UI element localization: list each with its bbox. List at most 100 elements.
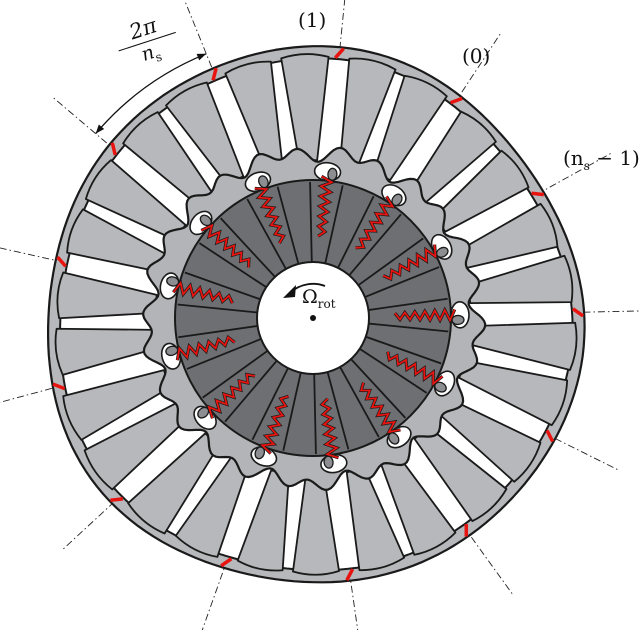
- slot-blade: [165, 345, 179, 357]
- spoke: [56, 271, 158, 320]
- joint-contact: [207, 373, 256, 419]
- bore-center-dot: [310, 315, 316, 321]
- casing-contact-mark: [110, 497, 124, 502]
- slot-blade: [258, 175, 269, 189]
- spoke: [379, 451, 457, 556]
- rotor-slot-line: [276, 186, 300, 265]
- spoke: [458, 359, 569, 427]
- rotor-slot-line: [348, 213, 402, 276]
- joint-contact: [386, 351, 444, 386]
- casing-contact-mark: [345, 568, 355, 581]
- fir-tree-joints: [172, 174, 457, 460]
- slot-blade: [391, 193, 403, 207]
- casing-contact-mark: [211, 67, 218, 81]
- spoke: [408, 110, 497, 206]
- spoke: [54, 327, 159, 376]
- slot-blade: [434, 381, 447, 393]
- spoke: [413, 425, 508, 523]
- joint-contact: [355, 196, 395, 249]
- rotor-slot-line: [282, 372, 302, 451]
- rotor-slot-line: [251, 367, 289, 441]
- sector-label-prefix: (n: [563, 146, 584, 170]
- slot-blade: [327, 167, 338, 181]
- rotor-slot-line: [313, 373, 317, 454]
- rotation-arrow-head: [283, 285, 296, 298]
- slot-blade: [197, 406, 210, 419]
- rotation-speed-label: Ωrot: [302, 286, 336, 311]
- spoke: [62, 369, 172, 441]
- rotation-sub: rot: [317, 296, 336, 311]
- slot-blade: [199, 214, 212, 227]
- casing-contact-mark: [220, 557, 233, 568]
- spoke: [437, 397, 542, 483]
- spoke: [224, 60, 284, 169]
- rotor-slot-line: [364, 266, 440, 298]
- rotor-slot-line: [350, 358, 407, 419]
- spoke: [455, 202, 559, 270]
- pitch-arrowhead-start: [95, 124, 105, 134]
- spoke: [372, 74, 448, 181]
- slot-blade: [254, 446, 266, 460]
- sector-pitch-dimension: [95, 53, 207, 135]
- rotor-slot-line: [365, 335, 442, 365]
- spoke: [236, 469, 290, 572]
- spoke: [83, 400, 191, 491]
- pitch-arrowhead-end: [196, 53, 207, 61]
- spoke: [339, 57, 397, 168]
- rotor-slot-line: [246, 198, 287, 270]
- spoke: [466, 254, 574, 305]
- rotor-slot-line: [339, 366, 380, 438]
- central-bore: [256, 261, 370, 375]
- spoke: [433, 149, 530, 233]
- joint-contact: [172, 280, 234, 304]
- spoke: [174, 453, 251, 558]
- rotor-slot-line: [368, 297, 448, 311]
- joint-contact: [394, 308, 456, 323]
- joint-contact: [382, 244, 437, 281]
- rotor-slot-line: [184, 271, 261, 301]
- rotor-slot-line: [337, 195, 375, 269]
- sector-label-1: (1): [298, 8, 327, 32]
- spoke: [467, 321, 578, 371]
- casing-contact-mark: [333, 47, 345, 59]
- slot-blade: [166, 276, 180, 287]
- rotor-slot-line: [178, 325, 258, 339]
- spoke: [292, 474, 340, 576]
- joint-contact: [260, 395, 289, 455]
- rotor-slot-line: [359, 348, 428, 394]
- joint-contact: [320, 398, 339, 459]
- rotor-slot-line: [368, 322, 449, 333]
- joint-contact: [254, 187, 285, 244]
- spoke: [280, 53, 330, 162]
- casing-contact-mark: [56, 255, 67, 268]
- spoke: [84, 159, 187, 242]
- rotor-slot-line: [309, 182, 313, 263]
- sector-label-suffix: − 1): [589, 146, 640, 170]
- spoke: [66, 208, 169, 274]
- rotation-symbol: Ω: [302, 286, 318, 308]
- rotor-slot-line: [177, 303, 258, 314]
- rotor-slot-line: [357, 237, 424, 286]
- pitch-arc: [95, 53, 207, 135]
- joint-contact: [176, 335, 236, 361]
- joint-contact: [360, 382, 401, 434]
- rotor-slot-line: [224, 360, 278, 423]
- sector-label-sub: s: [583, 159, 590, 173]
- joint-contact: [317, 175, 334, 237]
- slot-blade: [451, 314, 465, 326]
- sector-label-0: (0): [462, 44, 491, 68]
- casing-contact-mark: [531, 191, 545, 197]
- rotor-slot-line: [219, 217, 276, 278]
- spoke: [127, 432, 221, 535]
- spoke: [122, 111, 215, 209]
- slot-blade: [323, 455, 334, 469]
- rotor-slot-line: [324, 185, 344, 264]
- casing-contact-mark: [545, 429, 555, 443]
- sector-label-ns-minus-1: (ns − 1): [563, 148, 640, 172]
- casing-spokes: [54, 53, 578, 576]
- joint-contact: [200, 223, 250, 268]
- rotor-slot-line: [198, 242, 267, 288]
- slot-blade: [435, 246, 449, 258]
